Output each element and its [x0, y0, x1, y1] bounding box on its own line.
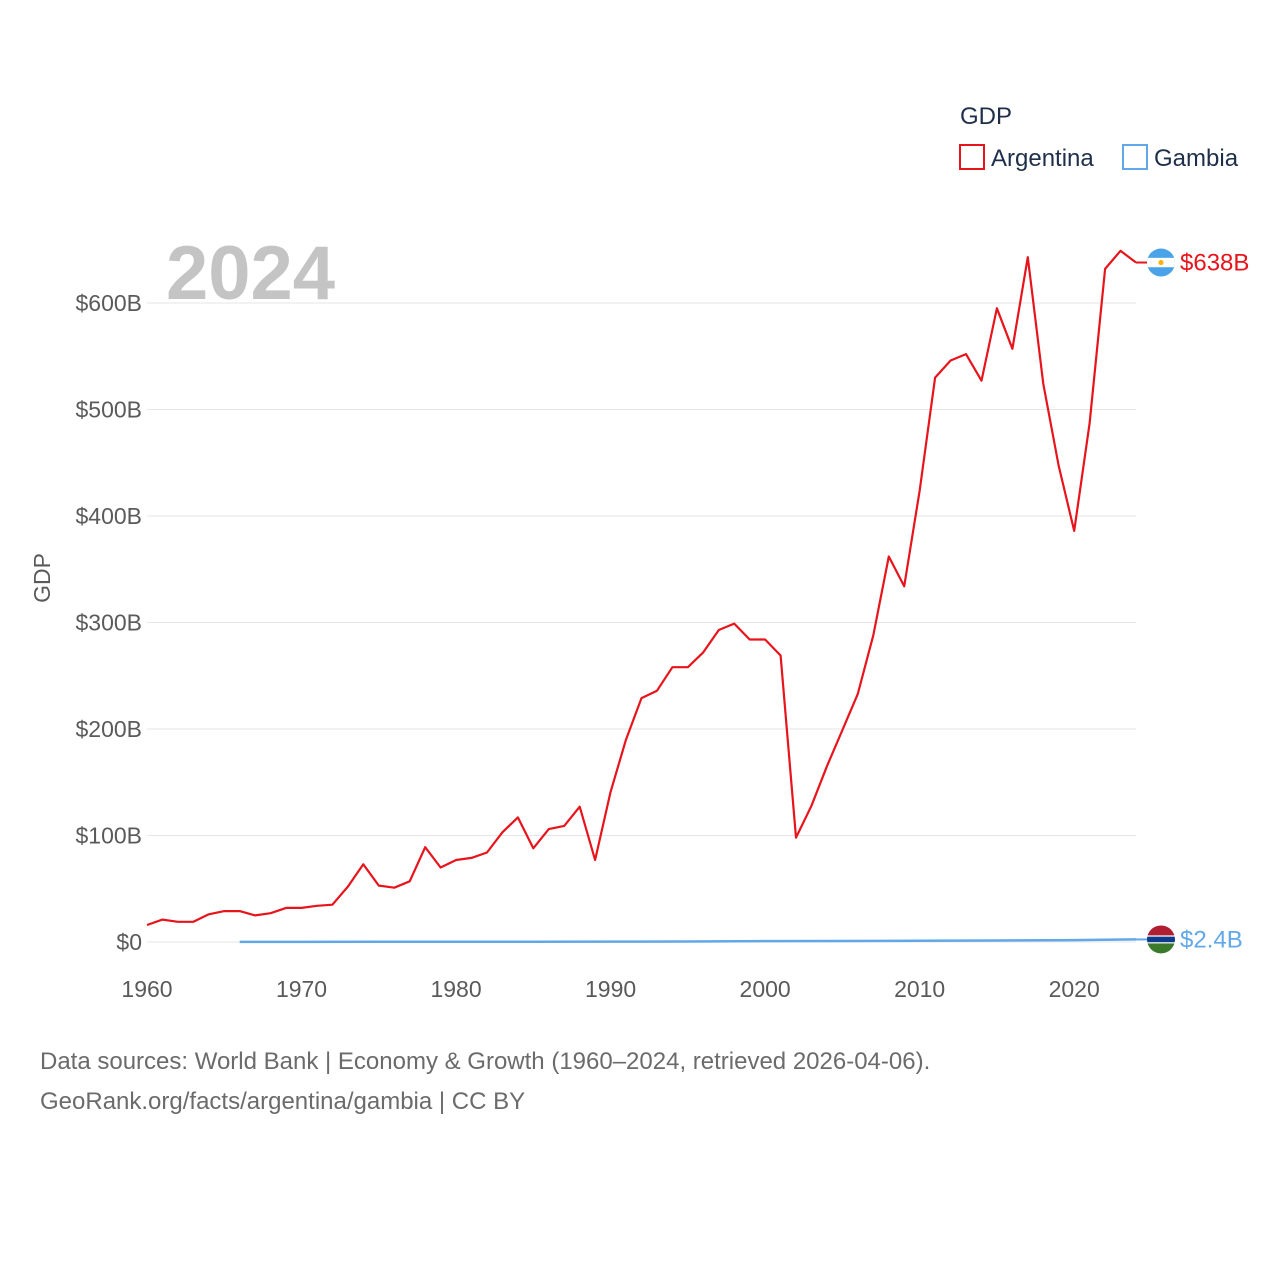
y-tick-label: $0: [116, 929, 142, 955]
x-tick-label: 1980: [430, 976, 481, 1002]
year-display: 2024: [166, 231, 335, 316]
legend-label-gambia: Gambia: [1154, 145, 1239, 172]
legend-swatch-argentina: [959, 144, 985, 170]
legend-title: GDP: [960, 103, 1012, 130]
series-lines: [146, 249, 1137, 944]
source-note: Data sources: World Bank | Economy & Gro…: [40, 1042, 930, 1122]
argentina-flag-icon: [1147, 248, 1175, 277]
gambia-flag-icon: [1147, 925, 1175, 954]
y-tick-label: $200B: [75, 716, 142, 742]
source-line-2[interactable]: GeoRank.org/facts/argentina/gambia | CC …: [40, 1088, 526, 1115]
end-labels: $638B $2.4B: [1136, 248, 1249, 954]
y-tick-label: $300B: [75, 610, 142, 636]
legend-swatch-gambia: [1122, 144, 1148, 170]
x-tick-label: 1970: [276, 976, 327, 1002]
y-axis-title: GDP: [29, 553, 55, 603]
x-tick-label: 2010: [894, 976, 945, 1002]
source-line-1: Data sources: World Bank | Economy & Gro…: [40, 1048, 931, 1075]
y-tick-label: $600B: [75, 290, 142, 316]
legend-item-argentina[interactable]: Argentina: [959, 144, 1094, 172]
gridlines: [147, 302, 1136, 943]
x-tick-label: 2020: [1049, 976, 1100, 1002]
series-line-argentina: [146, 249, 1137, 927]
x-tick-label: 1990: [585, 976, 636, 1002]
y-tick-label: $500B: [75, 397, 142, 423]
end-label-argentina: $638B: [1180, 250, 1249, 277]
series-line-gambia: [239, 938, 1137, 944]
end-label-gambia: $2.4B: [1180, 926, 1243, 953]
y-tick-label: $400B: [75, 503, 142, 529]
legend: GDP Argentina Gambia: [959, 103, 1239, 172]
legend-item-gambia[interactable]: Gambia: [1122, 144, 1239, 172]
x-tick-label: 2000: [740, 976, 791, 1002]
x-axis-ticks: 1960 1970 1980 1990 2000 2010 2020: [121, 976, 1099, 1002]
legend-label-argentina: Argentina: [991, 145, 1094, 172]
x-tick-label: 1960: [121, 976, 172, 1002]
gdp-line-chart: $0 $100B $200B $300B $400B $500B $600B 1960 197…: [29, 103, 1249, 1002]
y-axis-ticks: $0 $100B $200B $300B $400B $500B $600B: [75, 290, 142, 955]
y-tick-label: $100B: [75, 823, 142, 849]
